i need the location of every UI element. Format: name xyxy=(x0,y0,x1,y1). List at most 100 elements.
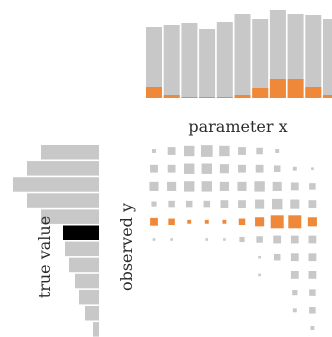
heatmap-cell xyxy=(150,164,158,173)
heatmap-cell xyxy=(170,238,173,241)
top-bar xyxy=(323,19,332,98)
heatmap-cell xyxy=(272,181,282,191)
heatmap-cell xyxy=(309,289,316,296)
heatmap-cell xyxy=(256,147,263,155)
top-x-axis-label: parameter x xyxy=(188,117,287,136)
top-bar xyxy=(269,10,286,98)
heatmap-cell-highlight xyxy=(168,218,175,226)
heatmap-cell xyxy=(272,198,283,210)
heatmap-cell-highlight xyxy=(255,217,265,227)
left-bar-highlight xyxy=(63,225,99,240)
heatmap-cell xyxy=(201,163,212,174)
heatmap-cell xyxy=(308,271,317,279)
heatmap-cell xyxy=(205,238,209,241)
heatmap-cell-highlight xyxy=(288,215,302,229)
top-bar xyxy=(181,23,198,98)
top-bar-highlight xyxy=(199,97,216,98)
top-bar xyxy=(163,25,180,98)
heatmap-cell xyxy=(184,145,195,157)
heatmap-cell xyxy=(152,149,156,153)
heatmap-cell xyxy=(275,149,280,153)
heatmap-cell xyxy=(311,167,314,170)
heatmap-cell xyxy=(167,164,176,173)
heatmap-cell-highlight xyxy=(307,217,317,227)
heatmap-cell xyxy=(167,147,176,155)
heatmap-cell xyxy=(152,238,156,241)
heatmap-cell xyxy=(290,235,299,244)
heatmap-cell-highlight xyxy=(187,219,192,224)
heatmap-cell xyxy=(238,200,246,208)
heatmap-cell xyxy=(237,181,247,191)
heatmap-cell xyxy=(219,181,229,191)
heatmap-cell-highlight xyxy=(150,217,158,226)
left-bar xyxy=(75,273,99,289)
heatmap-y-axis-label: observed y xyxy=(117,203,136,291)
left-bar xyxy=(79,289,99,305)
top-bar-highlight xyxy=(269,79,286,98)
heatmap-cell xyxy=(308,253,317,262)
top-bar xyxy=(305,15,322,98)
heatmap-cell-highlight xyxy=(222,219,227,224)
heatmap-cell xyxy=(238,164,246,173)
top-bar-highlight xyxy=(252,88,269,98)
heatmap-cell xyxy=(273,235,282,244)
heatmap-cell xyxy=(309,183,316,190)
heatmap-cell xyxy=(254,181,265,192)
heatmap-cell xyxy=(238,147,246,155)
heatmap-cell xyxy=(255,164,264,173)
top-bar-highlight xyxy=(287,79,304,98)
heatmap-cell xyxy=(290,271,299,279)
top-bar-highlight xyxy=(181,97,198,98)
heatmap-cell xyxy=(220,200,229,208)
top-bar xyxy=(252,19,269,98)
heatmap-cell xyxy=(292,166,297,171)
left-bar xyxy=(65,241,99,257)
heatmap-cell xyxy=(256,236,263,243)
heatmap-cell-highlight xyxy=(270,215,284,229)
left-bar xyxy=(69,257,99,273)
heatmap-cell xyxy=(200,145,213,157)
left-bar-chart xyxy=(13,145,99,337)
heatmap-cell xyxy=(223,238,226,241)
left-bar xyxy=(41,145,99,160)
heatmap-cell xyxy=(239,236,245,243)
heatmap-cell xyxy=(258,255,261,259)
heatmap-cell xyxy=(308,200,317,208)
heatmap-cell xyxy=(219,164,229,174)
heatmap-cell xyxy=(258,273,261,277)
left-bar xyxy=(85,306,99,321)
heatmap-cell xyxy=(310,326,315,330)
heatmap-cell xyxy=(292,308,297,313)
heatmap xyxy=(149,145,317,330)
heatmap-cell xyxy=(184,181,195,192)
heatmap-cell xyxy=(185,200,193,208)
heatmap-cell xyxy=(255,199,265,209)
heatmap-cell xyxy=(184,163,195,174)
left-axis-label: true value xyxy=(35,216,54,298)
top-bar-highlight xyxy=(163,95,180,98)
left-bar xyxy=(41,209,99,224)
heatmap-cell xyxy=(167,181,177,191)
heatmap-cell-highlight xyxy=(204,219,209,224)
top-bar-highlight xyxy=(234,95,251,98)
top-bar xyxy=(216,22,233,98)
top-bar-chart xyxy=(146,10,332,98)
heatmap-cell xyxy=(273,165,281,172)
top-bar-highlight xyxy=(216,97,233,98)
top-bar-highlight xyxy=(323,95,332,98)
heatmap-cell xyxy=(290,253,299,262)
heatmap-cell xyxy=(308,235,317,244)
top-bar xyxy=(146,27,162,98)
left-bar xyxy=(13,177,99,192)
heatmap-cell xyxy=(201,181,212,192)
top-bar-highlight xyxy=(305,87,322,98)
heatmap-cell xyxy=(219,145,230,157)
heatmap-cell xyxy=(151,201,157,207)
heatmap-cell xyxy=(309,307,316,314)
top-bar xyxy=(199,29,216,98)
heatmap-cell xyxy=(292,290,298,296)
left-bar xyxy=(27,161,99,176)
top-bar-highlight xyxy=(146,87,162,98)
heatmap-cell xyxy=(203,200,211,208)
